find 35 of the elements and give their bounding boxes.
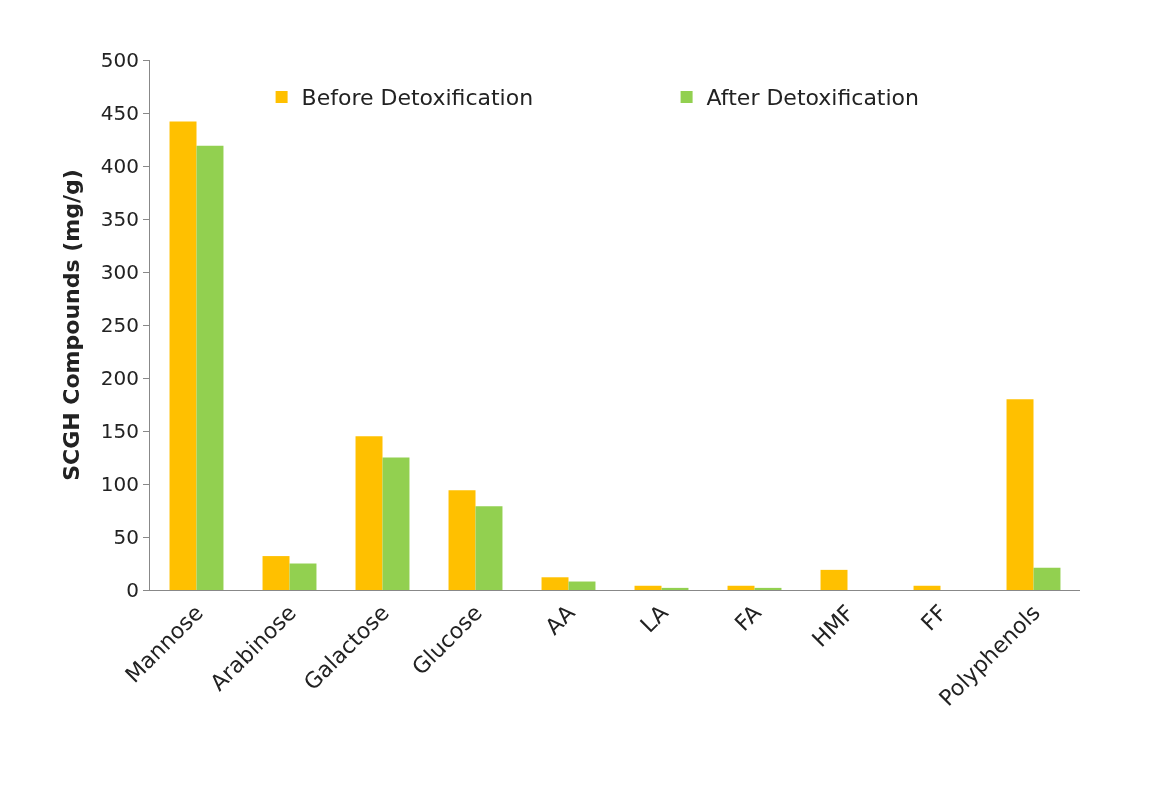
bar	[196, 145, 224, 590]
bar	[541, 577, 569, 590]
y-tick-label: 250	[100, 313, 139, 337]
y-tick-label: 350	[100, 207, 139, 231]
bar	[661, 587, 689, 590]
bar	[568, 581, 596, 590]
y-tick-label: 0	[126, 578, 139, 602]
bar	[820, 569, 848, 590]
y-tick-label: 500	[100, 48, 139, 72]
y-tick-label: 100	[100, 472, 139, 496]
y-tick-label: 150	[100, 419, 139, 443]
y-tick-label: 50	[113, 525, 139, 549]
bar	[169, 121, 197, 590]
bar	[1033, 567, 1061, 590]
bar	[727, 585, 755, 590]
bar	[913, 585, 941, 590]
bar	[382, 457, 410, 590]
x-tick-label: LA	[635, 600, 673, 638]
y-tick-label: 300	[100, 260, 139, 284]
y-tick-label: 200	[100, 366, 139, 390]
bar	[1006, 399, 1034, 590]
legend-label: Before Detoxification	[301, 85, 534, 111]
bar	[262, 556, 290, 590]
y-tick-label: 400	[100, 154, 139, 178]
x-tick-label: FA	[729, 600, 766, 636]
bar	[448, 490, 476, 590]
bar	[475, 506, 503, 590]
y-tick-label: 450	[100, 101, 139, 125]
bar	[754, 587, 782, 590]
y-axis-title: SCGH Compounds (mg/g)	[58, 169, 84, 481]
bar	[355, 436, 383, 590]
x-tick-label: AA	[540, 600, 580, 640]
legend-label: After Detoxification	[706, 85, 920, 111]
bar	[289, 563, 317, 590]
bar	[634, 585, 662, 590]
